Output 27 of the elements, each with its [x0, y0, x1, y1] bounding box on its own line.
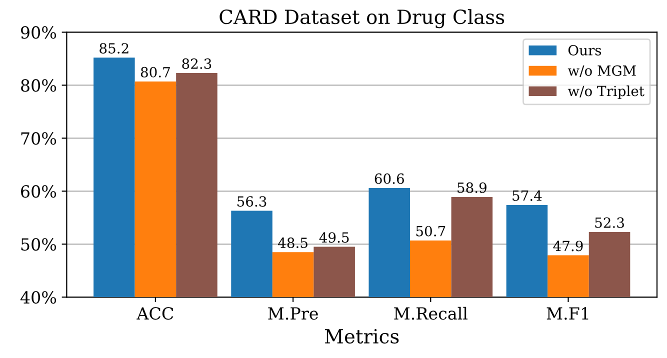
- data-label: 49.5: [319, 232, 349, 243]
- data-label: 82.3: [182, 58, 212, 69]
- data-label: 58.9: [458, 182, 486, 193]
- data-label: 56.3: [237, 196, 266, 207]
- x-tick-label: M.Recall: [394, 306, 468, 320]
- data-label: 52.3: [595, 217, 624, 228]
- x-tick-label: ACC: [136, 307, 174, 320]
- y-tick-label: 60%: [21, 185, 56, 198]
- data-label: 60.6: [374, 173, 404, 184]
- data-label: 80.7: [140, 66, 170, 78]
- legend-label: w/o MGM: [568, 65, 636, 77]
- data-label: 50.7: [416, 226, 446, 236]
- legend-label: Ours: [568, 44, 602, 56]
- y-tick-label: 90%: [20, 26, 56, 39]
- x-tick-label: M.Pre: [268, 307, 318, 320]
- chart-title: CARD Dataset on Drug Class: [220, 9, 504, 28]
- legend-label: w/o Triplet: [568, 85, 644, 99]
- y-tick-label: 80%: [21, 79, 56, 92]
- x-axis-title: Metrics: [325, 329, 399, 344]
- data-label: 47.9: [553, 240, 583, 252]
- data-label: 48.5: [278, 238, 308, 248]
- y-tick-label: 50%: [21, 238, 56, 251]
- x-tick-label: M.F1: [546, 307, 588, 320]
- data-label: 85.2: [100, 43, 128, 54]
- y-tick-label: 40%: [20, 291, 56, 304]
- y-tick-label: 70%: [21, 132, 56, 145]
- data-label: 57.4: [512, 190, 542, 201]
